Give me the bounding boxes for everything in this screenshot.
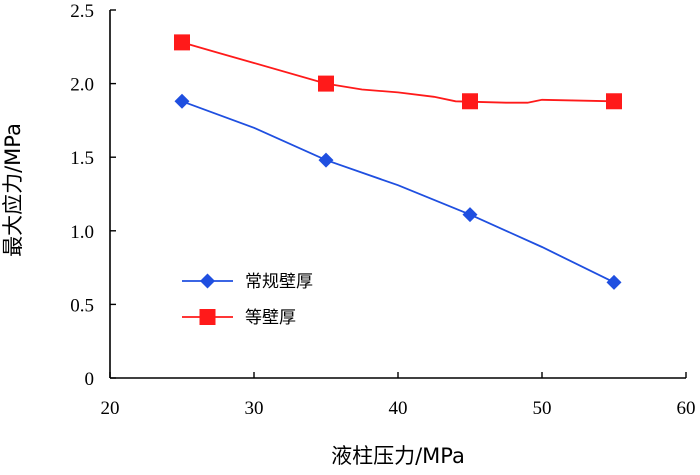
x-tick-label: 30: [245, 398, 264, 419]
y-tick-label: 1.0: [70, 222, 94, 243]
series-layer: [174, 34, 622, 290]
data-point: [606, 274, 622, 290]
legend-label: 等壁厚: [245, 308, 296, 328]
y-axis-title: 最大应力/MPa: [1, 123, 25, 257]
data-point: [318, 152, 334, 168]
x-tick-label: 20: [101, 398, 120, 419]
data-point: [462, 93, 478, 110]
data-point: [462, 207, 478, 223]
x-tick-label: 50: [533, 398, 552, 419]
legend-item-1: 常规壁厚: [182, 272, 313, 292]
series-line: [181, 100, 615, 284]
x-tick-label: 40: [389, 398, 408, 419]
y-tick-label: 2.5: [70, 1, 94, 22]
legend-label: 常规壁厚: [245, 272, 313, 292]
y-tick-label: 1.5: [70, 148, 94, 169]
data-point: [174, 93, 190, 109]
data-point: [174, 34, 190, 51]
x-tick-label: 60: [677, 398, 696, 419]
y-tick-label: 0: [85, 369, 95, 390]
y-tick-label: 2.0: [70, 75, 94, 96]
legend-marker: [199, 309, 216, 325]
x-axis-title: 液柱压力/MPa: [331, 444, 465, 468]
legend-marker: [200, 273, 215, 289]
y-tick-label: 0.5: [70, 295, 94, 316]
series-line: [181, 41, 615, 104]
series-2: [174, 34, 622, 110]
series-1: [174, 93, 622, 290]
axes: 20 30 40 50 60 0 0.5 1.0 1.5 2.0 2.5: [70, 1, 695, 419]
data-point: [318, 75, 334, 92]
data-point: [606, 93, 622, 110]
legend-item-2: 等壁厚: [182, 308, 296, 328]
